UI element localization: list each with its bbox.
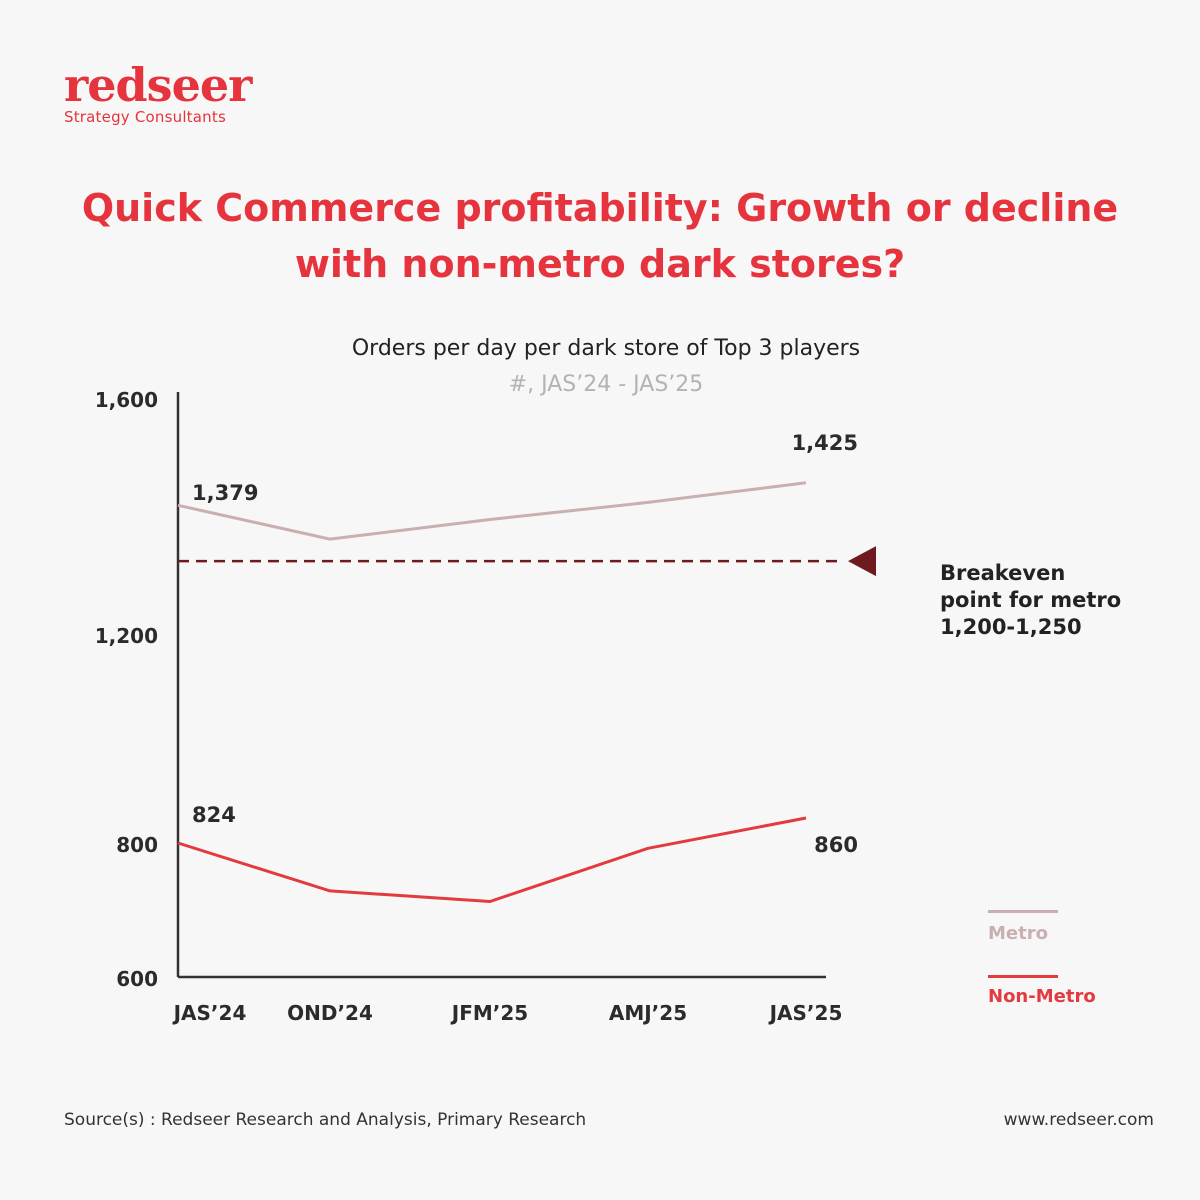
breakeven-label-line-1: Breakeven: [940, 561, 1066, 585]
legend-label-metro: Metro: [988, 923, 1048, 944]
x-tick-label: JAS’24: [172, 1001, 247, 1025]
data-label: 1,379: [192, 481, 258, 505]
data-label: 1,425: [792, 431, 858, 455]
data-label: 824: [192, 803, 236, 827]
website-link[interactable]: www.redseer.com: [1003, 1110, 1154, 1130]
x-tick-label: JFM’25: [450, 1001, 528, 1025]
page-title: Quick Commerce profitability: Growth or …: [40, 180, 1160, 292]
breakeven-label-line-2: point for metro: [940, 588, 1122, 612]
y-tick-label: 1,200: [95, 624, 158, 648]
legend-label-non-metro: Non-Metro: [988, 986, 1096, 1007]
chart-title: Orders per day per dark store of Top 3 p…: [351, 336, 861, 361]
x-tick-label: OND’24: [287, 1001, 373, 1025]
y-tick-label: 600: [116, 967, 158, 991]
breakeven-label-line-3: 1,200-1,250: [940, 615, 1082, 639]
breakeven-label: Breakeven point for metro 1,200-1,250: [940, 560, 1121, 641]
x-tick-label: JAS’25: [768, 1001, 843, 1025]
series-line-metro: [177, 481, 807, 541]
legend-item-metro: Metro: [988, 910, 1058, 944]
data-label: 860: [814, 833, 858, 857]
source-note: Source(s) : Redseer Research and Analysi…: [64, 1110, 587, 1130]
logo-tagline: Strategy Consultants: [64, 108, 226, 126]
logo-wordmark: redseer: [64, 58, 252, 112]
y-tick-label: 800: [116, 833, 158, 857]
legend-swatch-metro: [988, 910, 1058, 913]
logo: redseer Strategy Consultants: [64, 58, 252, 126]
y-tick-label: 1,600: [95, 388, 158, 412]
legend-item-non-metro: Non-Metro: [988, 975, 1096, 1007]
x-tick-label: AMJ’25: [609, 1001, 687, 1025]
breakeven-marker: [848, 546, 876, 577]
page-title-line-1: Quick Commerce profitability: Growth or …: [81, 186, 1119, 230]
page-title-line-2: with non-metro dark stores?: [294, 242, 906, 286]
legend-swatch-non-metro: [988, 975, 1058, 978]
series-line-non-metro: [177, 816, 807, 903]
chart-subtitle: #, JAS’24 - JAS’25: [508, 372, 704, 397]
